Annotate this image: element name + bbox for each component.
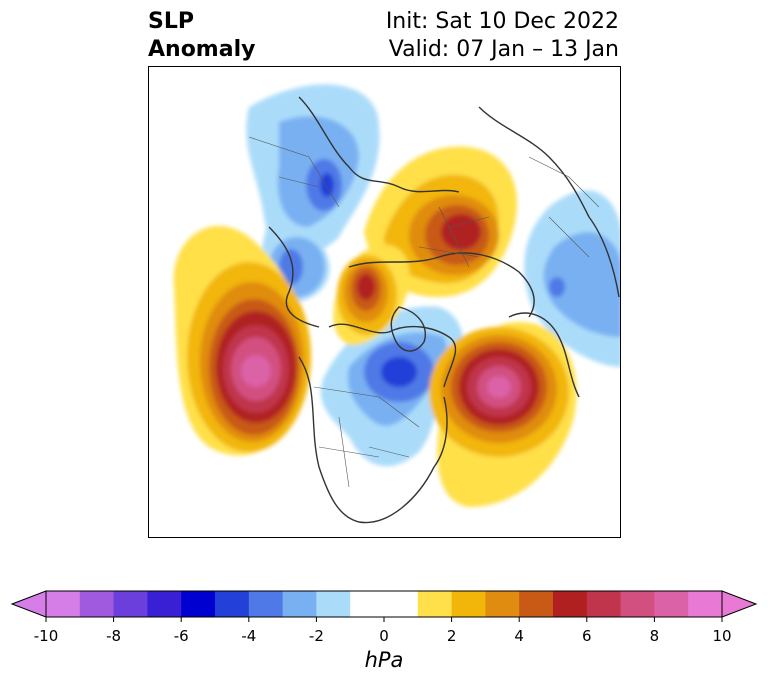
colorbar-swatch <box>350 591 385 617</box>
colorbar-swatch <box>215 591 250 617</box>
title-line-2: Anomaly <box>148 37 256 62</box>
colorbar-tick-label: -6 <box>174 627 189 645</box>
colorbar-swatch <box>316 591 351 617</box>
arctic-positive-anomaly <box>333 244 410 346</box>
colorbar-swatch <box>113 591 148 617</box>
colorbar-swatch <box>451 591 486 617</box>
colorbar-tick-label: -8 <box>106 627 121 645</box>
colorbar-swatch <box>79 591 115 617</box>
colorbar-tick-label: -4 <box>241 627 256 645</box>
asia-negative-anomaly <box>246 84 380 255</box>
colorbar-unit-label: hPa <box>364 648 404 672</box>
colorbar-swatch <box>519 591 554 617</box>
colorbar: -10 -8 -6 -4 -2 0 2 4 6 8 10 <box>0 580 768 660</box>
colorbar-swatch <box>586 591 622 617</box>
colorbar-swatch <box>384 591 419 617</box>
coastlines <box>268 96 620 524</box>
pacific-positive-anomaly <box>173 225 311 456</box>
colorbar-tick-label: 8 <box>650 627 660 645</box>
map-title: SLP Anomaly <box>148 8 255 64</box>
colorbar-tick-label: 0 <box>379 627 389 645</box>
colorbar-swatch <box>417 591 453 617</box>
colorbar-tick-label: 6 <box>582 627 592 645</box>
map-canvas <box>173 84 620 524</box>
colorbar-extend-min <box>10 590 47 618</box>
colorbar-swatch <box>553 591 588 617</box>
colorbar-tick-label: 2 <box>447 627 457 645</box>
colorbar-swatch <box>147 591 182 617</box>
colorbar-swatch <box>620 591 655 617</box>
colorbar-tick-label: 10 <box>712 627 731 645</box>
colorbar-swatch <box>485 591 520 617</box>
colorbar-tick-label: -10 <box>34 627 59 645</box>
colorbar-tick-label: 4 <box>514 627 524 645</box>
colorbar-swatch <box>654 591 689 617</box>
anomaly-map <box>148 66 621 538</box>
colorbar-swatch <box>46 591 81 617</box>
colorbar-swatch <box>248 591 284 617</box>
colorbar-swatch <box>181 591 216 617</box>
atlantic-positive-anomaly <box>429 322 577 507</box>
colorbar-tick-label: -2 <box>309 627 324 645</box>
colorbar-swatch <box>282 591 317 617</box>
colorbar-svg: -10 -8 -6 -4 -2 0 2 4 6 8 10 <box>10 590 758 645</box>
valid-period: Valid: 07 Jan – 13 Jan <box>388 37 619 62</box>
colorbar-extend-max <box>721 590 758 618</box>
forecast-dates: Init: Sat 10 Dec 2022 Valid: 07 Jan – 13… <box>386 8 619 64</box>
title-line-1: SLP <box>148 9 194 34</box>
colorbar-swatch <box>688 591 723 617</box>
init-date: Init: Sat 10 Dec 2022 <box>385 9 619 34</box>
siberia-positive-anomaly <box>364 146 517 297</box>
canada-negative-anomaly <box>320 306 463 467</box>
political-borders <box>248 136 600 488</box>
